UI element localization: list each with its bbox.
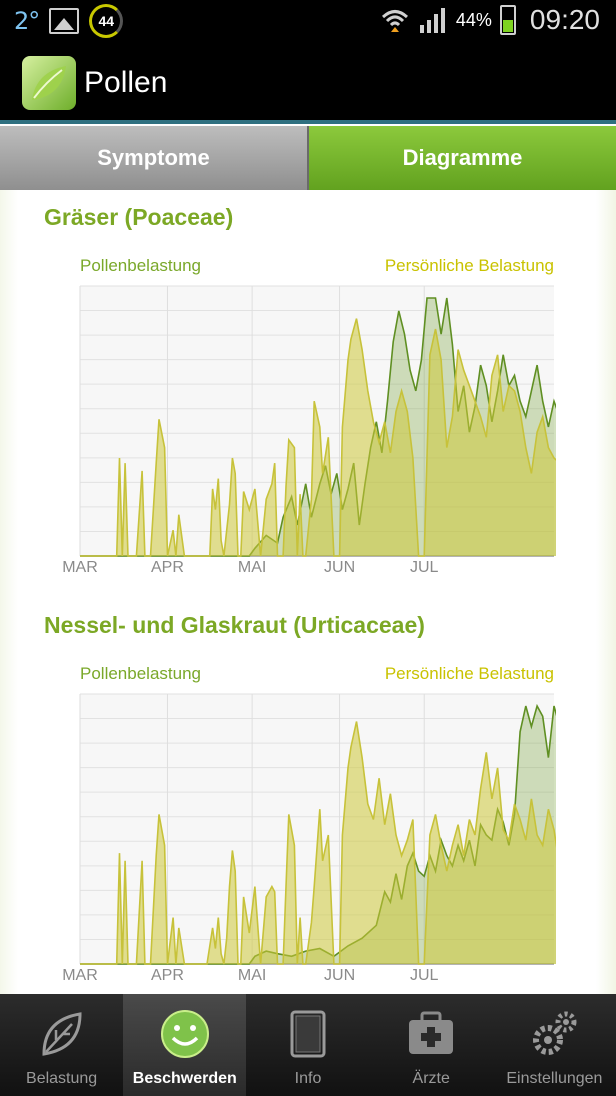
status-bar: 2° 44 44% 09:20 [0,0,616,44]
nav-beschwerden-label: Beschwerden [132,1070,237,1087]
legend-persoenliche-belastung: Persönliche Belastung [384,256,554,275]
smiley-icon [160,1010,209,1058]
x-tick-label: APR [151,967,184,984]
app-bar-divider [0,120,616,124]
bottom-navigation: Belastung Beschwerden Info Ärzte [0,994,616,1096]
medical-kit-icon [409,1011,454,1054]
chart-urticaceae: Pollenbelastung Persönliche Belastung MA… [42,658,556,994]
legend-persoenliche-belastung: Persönliche Belastung [384,664,554,683]
tab-diagramme-label: Diagramme [402,145,523,170]
legend-pollenbelastung: Pollenbelastung [80,664,201,683]
nav-aerzte-label: Ärzte [412,1070,450,1087]
legend-pollenbelastung: Pollenbelastung [80,256,201,275]
signal-icon [419,8,445,33]
wifi-icon [381,10,408,32]
leaf-icon [42,1012,82,1056]
x-tick-label: MAI [238,967,266,984]
series-line-persoenliche-belastung [80,721,556,965]
nav-einstellungen[interactable]: Einstellungen [493,994,616,1096]
nav-belastung[interactable]: Belastung [0,994,123,1096]
x-tick-label: MAR [62,967,98,984]
app-bar: Pollen [0,44,616,124]
nav-belastung-label: Belastung [26,1070,98,1087]
series-area-persoenliche-belastung [80,318,556,556]
nav-beschwerden[interactable]: Beschwerden [123,994,247,1096]
status-right: 44% 09:20 [380,4,600,36]
app-logo-icon [22,56,76,110]
nav-info-label: Info [294,1070,322,1087]
nav-info[interactable]: Info [246,994,369,1096]
chart-svg-urticaceae: MAR APR MAI JUN JUL [62,693,556,984]
x-tick-label: JUL [410,967,439,984]
section-title-urticaceae: Nessel- und Glaskraut (Urticaceae) [44,612,425,638]
battery-icon [499,5,516,35]
nav-aerzte[interactable]: Ärzte [370,994,493,1096]
clock: 09:20 [529,4,600,35]
tab-bar: Symptome Diagramme [0,126,616,200]
x-tick-label: JUN [324,559,355,576]
tab-symptome[interactable]: Symptome [0,126,309,190]
x-tick-label: JUN [324,967,355,984]
battery-percent: 44% [455,9,492,30]
notification-badge: 44 [89,4,124,38]
chart-poaceae: Pollenbelastung Persönliche Belastung MA… [42,250,556,590]
chart-svg-poaceae: MAR APR MAI JUN JUL [62,285,556,576]
app-title: Pollen [84,66,168,99]
tab-diagramme[interactable]: Diagramme [309,126,616,200]
weather-temperature: 2° [14,7,40,35]
diagram-content[interactable]: Gräser (Poaceae) Pollenbelastung Persönl… [0,190,616,994]
x-tick-label: APR [151,559,184,576]
tab-symptome-label: Symptome [97,145,210,170]
section-title-poaceae: Gräser (Poaceae) [44,204,234,230]
x-tick-label: MAR [62,559,98,576]
nav-einstellungen-label: Einstellungen [506,1070,603,1087]
book-icon [290,1010,326,1058]
gallery-icon [49,8,80,34]
gears-icon [533,1011,577,1055]
x-tick-label: JUL [410,559,439,576]
x-tick-label: MAI [238,559,266,576]
status-left: 2° 44 [14,4,124,38]
series-line-persoenliche-belastung [80,318,556,557]
